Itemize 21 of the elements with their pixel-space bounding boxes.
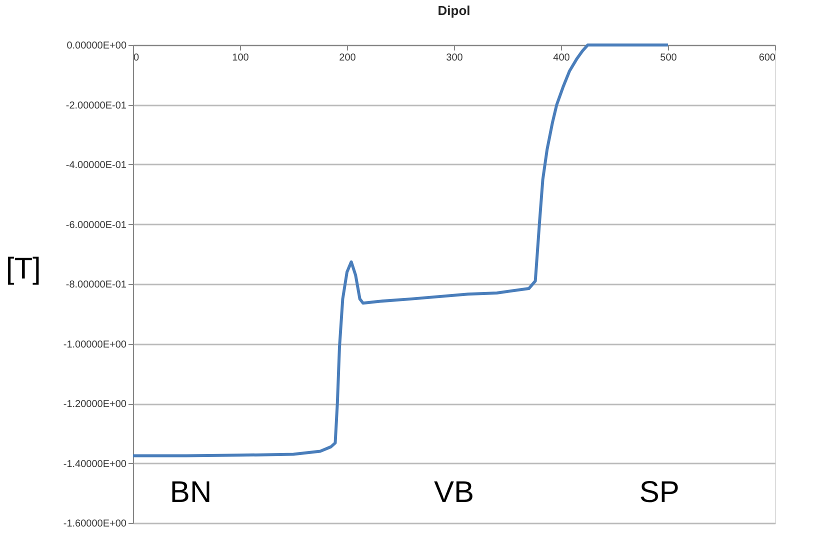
- x-tick-label: 200: [339, 52, 356, 64]
- y-tick-label: -1.20000E+00: [63, 399, 127, 410]
- y-tick-label: -8.00000E-01: [66, 280, 127, 290]
- chart-title: Dipol: [438, 3, 470, 18]
- x-tick-label: 500: [660, 52, 678, 64]
- x-tick-label: 100: [232, 52, 250, 64]
- y-axis-title: [T]: [6, 252, 41, 286]
- annotation: SP: [639, 476, 680, 509]
- x-tick-label: 300: [446, 52, 464, 64]
- x-tick-label: 400: [553, 52, 570, 64]
- y-tick-label: -1.00000E+00: [63, 339, 127, 350]
- y-tick-label: 0.00000E+00: [66, 40, 127, 52]
- y-tick-label: -2.00000E-01: [66, 100, 127, 112]
- annotation: BN: [170, 476, 212, 509]
- x-tick-label: 600: [758, 52, 776, 64]
- y-tick-label: -1.40000E+00: [63, 458, 127, 470]
- y-tick-label: -4.00000E-01: [66, 160, 127, 171]
- y-tick-label: -6.00000E-01: [66, 220, 127, 231]
- annotation: VB: [434, 476, 474, 509]
- y-tick-label: -1.60000E+00: [63, 518, 127, 530]
- x-tick-label: 0: [134, 52, 140, 64]
